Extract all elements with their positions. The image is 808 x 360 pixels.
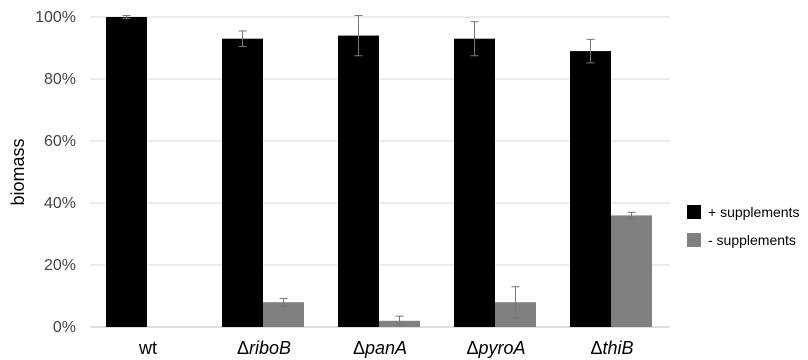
x-axis-categories: wt ΔriboB ΔpanA ΔpyroA ΔthiB bbox=[138, 338, 634, 358]
y-tick-label: 100% bbox=[35, 9, 76, 26]
x-category-label: wt bbox=[138, 338, 157, 358]
bars bbox=[106, 17, 652, 327]
legend: + supplements - supplements bbox=[687, 204, 799, 248]
x-category-label: ΔpyroA bbox=[466, 338, 525, 358]
x-category-label: ΔpanA bbox=[353, 338, 407, 358]
bar bbox=[454, 38, 495, 327]
x-category-label: ΔthiB bbox=[590, 338, 633, 358]
y-tick-label: 40% bbox=[44, 195, 76, 212]
y-tick-label: 60% bbox=[44, 133, 76, 150]
bar bbox=[338, 35, 379, 327]
legend-label: - supplements bbox=[708, 232, 796, 248]
y-tick-label: 80% bbox=[44, 71, 76, 88]
bar bbox=[222, 38, 263, 327]
legend-swatch bbox=[687, 233, 701, 247]
bar bbox=[570, 51, 611, 327]
legend-label: + supplements bbox=[708, 204, 799, 220]
legend-swatch bbox=[687, 205, 701, 219]
y-axis-ticks: 0% 20% 40% 60% 80% 100% bbox=[35, 9, 76, 336]
error-bars bbox=[122, 14, 636, 326]
y-tick-label: 0% bbox=[53, 319, 76, 336]
bar bbox=[611, 215, 652, 327]
bar bbox=[106, 17, 147, 327]
x-category-label: ΔriboB bbox=[237, 338, 291, 358]
y-tick-label: 20% bbox=[44, 257, 76, 274]
y-axis-label: biomass bbox=[8, 138, 28, 205]
